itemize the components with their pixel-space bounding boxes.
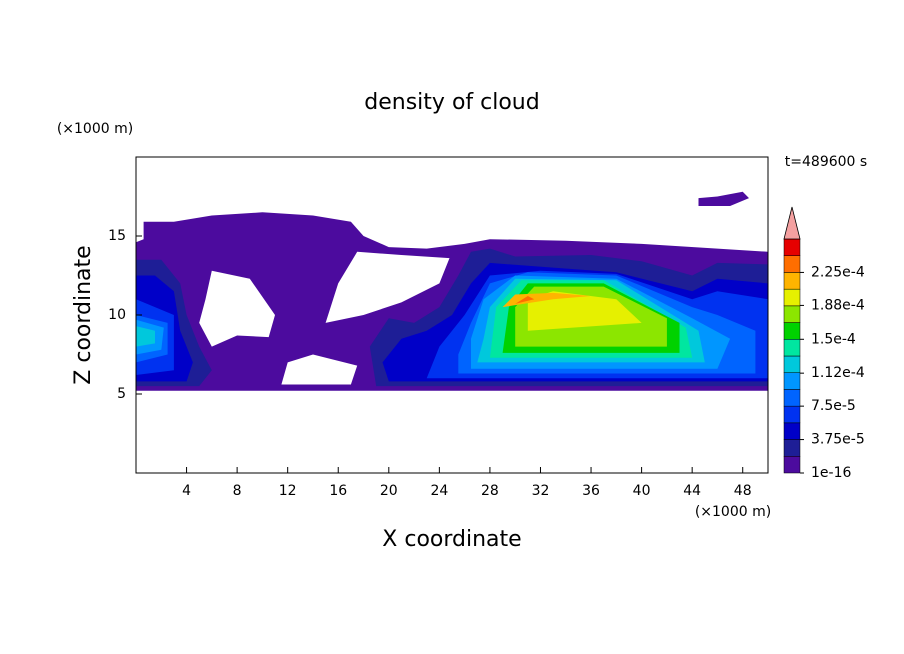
y-axis-label: Z coordinate bbox=[71, 245, 96, 384]
colorbar-tick-label: 1.5e-4 bbox=[811, 331, 856, 347]
colorbar-tick-label: 2.25e-4 bbox=[811, 264, 865, 280]
colorbar-band bbox=[783, 339, 801, 357]
colorbar-band bbox=[783, 355, 801, 373]
x-tick-label: 20 bbox=[380, 483, 398, 499]
contour-region bbox=[502, 292, 591, 308]
contour-region bbox=[515, 296, 535, 304]
contour-field bbox=[136, 191, 768, 391]
colorbar-band bbox=[783, 372, 801, 390]
x-tick-label: 32 bbox=[532, 483, 550, 499]
colorbar-tick-label: 1.88e-4 bbox=[811, 297, 865, 313]
x-tick-label: 40 bbox=[633, 483, 651, 499]
x-tick-label: 48 bbox=[734, 483, 752, 499]
x-tick-label: 24 bbox=[430, 483, 448, 499]
colorbar-tick-label: 1.12e-4 bbox=[811, 365, 865, 381]
contour-region bbox=[527, 291, 642, 331]
y-tick-label: 15 bbox=[108, 228, 126, 244]
colorbar-band bbox=[783, 439, 801, 457]
colorbar-band bbox=[783, 405, 801, 424]
x-axis-label: X coordinate bbox=[382, 527, 521, 552]
x-tick-label: 28 bbox=[481, 483, 499, 499]
x-tick-label: 8 bbox=[233, 483, 242, 499]
colorbar-band bbox=[783, 322, 801, 340]
colorbar-band bbox=[783, 272, 801, 290]
colorbar-band bbox=[783, 238, 801, 256]
colorbar-extend bbox=[783, 206, 801, 240]
y-tick-label: 10 bbox=[108, 307, 126, 323]
time-label: t=489600 s bbox=[785, 154, 867, 170]
colorbar-tick-label: 7.5e-5 bbox=[811, 398, 856, 414]
colorbar-band bbox=[783, 255, 801, 273]
colorbar-band bbox=[783, 389, 801, 407]
x-tick-label: 44 bbox=[683, 483, 701, 499]
colorbar-tick-label: 1e-16 bbox=[811, 465, 851, 481]
contour-region bbox=[698, 191, 749, 206]
y-tick-label: 5 bbox=[117, 386, 126, 402]
colorbar-band bbox=[783, 288, 801, 307]
colorbar-tick-label: 3.75e-5 bbox=[811, 432, 865, 448]
colorbar-band bbox=[783, 422, 801, 440]
chart-title: density of cloud bbox=[364, 90, 539, 115]
contour-region bbox=[136, 326, 155, 347]
y-unit: (×1000 m) bbox=[57, 121, 133, 137]
x-tick-label: 12 bbox=[279, 483, 297, 499]
colorbar-band bbox=[783, 456, 801, 474]
x-tick-label: 16 bbox=[329, 483, 347, 499]
x-unit: (×1000 m) bbox=[695, 504, 771, 520]
x-tick-label: 4 bbox=[182, 483, 191, 499]
x-tick-label: 36 bbox=[582, 483, 600, 499]
colorbar-band bbox=[783, 305, 801, 323]
